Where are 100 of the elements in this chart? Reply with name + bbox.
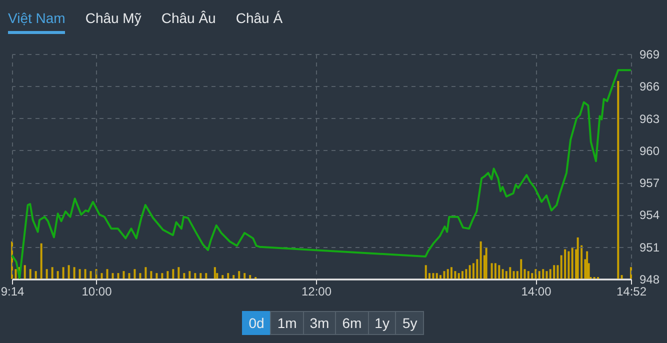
bar [485,247,488,279]
text: 3m [302,311,336,335]
bar [509,267,512,279]
text: 1y [368,311,396,335]
bar [214,267,216,279]
bar [617,81,620,279]
bar [68,265,70,279]
bar [620,275,623,279]
bar [468,265,471,279]
y-tick-label: 966 [640,80,660,94]
bar [73,267,76,279]
bar [568,251,570,279]
bar [161,273,164,279]
bar [531,273,534,279]
text: 0d [242,311,272,335]
bar [439,275,442,279]
bar [454,271,456,279]
bar [502,269,504,279]
text: Châu Mỹ [85,9,142,28]
bar [494,263,496,279]
bar [524,269,526,279]
bar [571,247,574,279]
bar [144,267,147,279]
bar [128,273,130,279]
bar [546,271,548,279]
bar [465,269,468,279]
text: Châu Á [236,9,283,28]
bar [232,275,235,279]
bar [106,269,108,279]
bar [527,271,530,279]
text: 1m [270,311,304,335]
y-tick-label: 954 [640,208,660,222]
text: 5y [395,311,424,335]
bar [112,273,114,279]
bar [183,273,186,279]
bar [498,265,500,279]
bar [249,275,252,279]
bar [244,273,246,279]
bar [564,249,566,279]
bar [490,263,493,279]
bar [450,267,452,279]
bar [461,271,464,279]
bar [534,269,537,279]
bar [172,269,174,279]
y-tick-label: 951 [640,240,660,254]
bar [586,251,588,279]
bar [34,271,37,279]
bar [56,271,59,279]
bar [40,243,42,279]
bar [178,267,180,279]
x-tick-label: 14:00 [521,284,552,298]
bar [576,237,579,279]
y-tick-label: 963 [640,112,660,126]
bar [476,259,478,279]
y-tick-label: 957 [640,176,660,190]
bar [446,269,449,279]
bar [78,269,81,279]
bar [432,273,434,279]
bar [549,269,552,279]
y-tick-label: 960 [640,144,660,158]
bar [222,275,224,279]
bar [480,241,482,279]
bar [542,269,544,279]
bar [150,271,152,279]
bar [156,273,158,279]
bar [205,273,208,279]
bar [84,269,86,279]
bar [51,267,54,279]
bar [122,271,125,279]
text: 6m [335,311,369,335]
bar [553,265,556,279]
bar [238,271,240,279]
bar [139,273,142,279]
bar [512,271,515,279]
bar [505,271,508,279]
bar [194,273,196,279]
x-tick-label: 9:14 [0,284,24,298]
x-tick-label: 14:52 [616,284,647,298]
bar [62,267,64,279]
bar [472,263,474,279]
bar [134,269,136,279]
x-tick-label: 12:00 [301,284,332,298]
bar [520,259,522,279]
bar [538,271,540,279]
bar [443,271,446,279]
x-tick-label: 10:00 [82,284,112,298]
bar [424,265,427,279]
bar [556,265,559,279]
bar [117,273,120,279]
bar [227,273,230,279]
bar [90,271,92,279]
bar [436,273,438,279]
bar [46,269,48,279]
text: Châu Âu [161,9,216,28]
bar [166,271,169,279]
text: Việt Nam [8,8,66,34]
bar [200,273,202,279]
y-tick-label: 969 [640,48,660,62]
bar [29,269,32,279]
bar [188,271,191,279]
